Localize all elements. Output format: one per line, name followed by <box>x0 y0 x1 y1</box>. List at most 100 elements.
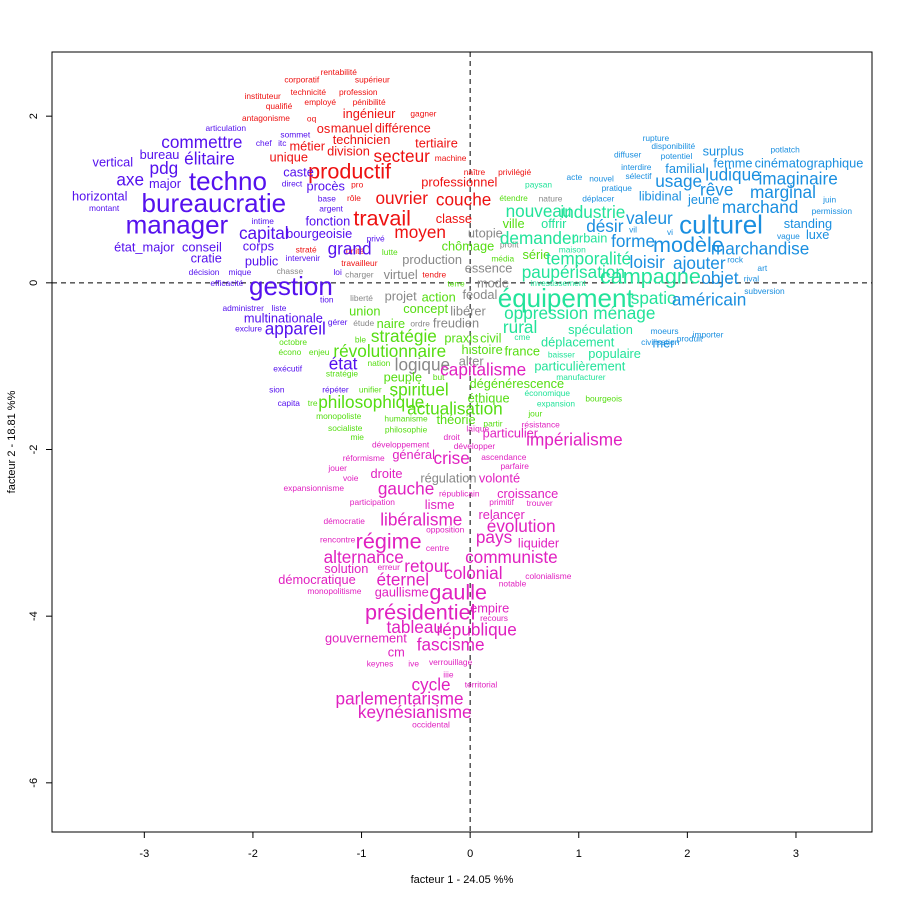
word-point: tre <box>308 398 318 408</box>
word-point: ingénieur <box>343 106 396 121</box>
word-point: droit <box>444 432 461 442</box>
word-point: capital <box>239 223 289 243</box>
word-point: rêve <box>700 180 733 200</box>
word-point: bourgeoisie <box>286 226 352 241</box>
word-point: liste <box>272 303 287 313</box>
x-tick-label: 2 <box>684 848 690 860</box>
word-point: corps <box>243 239 274 254</box>
word-point: octobre <box>279 337 307 347</box>
word-point: développement <box>372 440 430 450</box>
word-point: straté <box>296 245 317 255</box>
word-point: pays <box>476 527 512 547</box>
word-point: modèle <box>653 232 724 257</box>
word-point: axe <box>116 170 144 190</box>
word-point: technicien <box>333 132 391 147</box>
word-point: produit <box>677 334 703 344</box>
word-point: marchandise <box>711 239 809 259</box>
x-tick-label: -3 <box>139 848 149 860</box>
word-point: articulation <box>206 123 247 133</box>
word-point: participation <box>350 497 396 507</box>
word-point: administrer <box>222 303 264 313</box>
word-point: france <box>504 344 540 359</box>
word-point: importer <box>693 330 724 340</box>
word-point: civilisation <box>641 337 680 347</box>
word-point: productif <box>308 159 392 184</box>
word-point: républicain <box>439 489 480 499</box>
word-point: peuple <box>384 370 422 385</box>
word-point: élitaire <box>184 149 235 169</box>
word-point: rentabilité <box>321 67 358 77</box>
word-point: conseil <box>182 240 222 255</box>
word-point: multinationale <box>244 310 323 325</box>
word-point: public <box>245 254 279 269</box>
word-point: campagne <box>600 264 701 289</box>
word-point: os <box>317 121 331 136</box>
word-point: manufacturer <box>556 372 606 382</box>
word-point: argent <box>319 204 343 214</box>
word-point: profession <box>339 87 378 97</box>
word-point: particulier <box>483 425 539 440</box>
word-point: pdg <box>150 158 179 178</box>
word-point: colonialisme <box>525 571 571 581</box>
word-point: capita <box>278 398 301 408</box>
word-point: spirituel <box>389 380 448 400</box>
word-point: humanisme <box>384 414 428 424</box>
word-point: écono <box>278 347 301 357</box>
x-tick-label: 0 <box>467 848 473 860</box>
word-point: général <box>392 447 435 462</box>
word-point: disponibilité <box>651 141 695 151</box>
word-point: instituteur <box>245 91 282 101</box>
word-point: concept <box>403 301 448 316</box>
word-point: exécutif <box>273 364 303 374</box>
word-point: oq <box>307 114 317 124</box>
word-point: économique <box>524 388 570 398</box>
y-tick-label: -6 <box>28 778 40 788</box>
word-point: sion <box>269 385 285 395</box>
word-point: tion <box>320 295 334 305</box>
word-point: manager <box>126 210 229 240</box>
word-point: chasse <box>277 266 304 276</box>
word-point: verrouillage <box>429 657 473 667</box>
word-point: mique <box>228 267 251 277</box>
word-point: république <box>437 620 517 640</box>
word-point: déplacement <box>541 335 615 350</box>
x-tick-label: 1 <box>576 848 582 860</box>
word-point: monopolitisme <box>307 586 361 596</box>
word-point: praxis <box>444 330 478 345</box>
word-point: occidental <box>412 720 450 730</box>
word-point: mode <box>477 275 509 290</box>
word-point: charger <box>345 270 374 280</box>
word-point: libéralisme <box>380 510 462 530</box>
word-point: alter <box>459 354 485 369</box>
word-point: philosophique <box>318 392 424 412</box>
word-point: histoire <box>461 342 502 357</box>
word-point: exclure <box>235 324 262 334</box>
x-axis-title: facteur 1 - 24.05 %% <box>411 874 514 886</box>
word-point: surplus <box>703 144 744 159</box>
word-point: direct <box>282 179 303 189</box>
word-point: couche <box>436 190 491 210</box>
word-point: démocratie <box>323 516 365 526</box>
word-point: fonction <box>305 214 350 229</box>
word-point: femme <box>713 155 752 170</box>
word-point: tendre <box>422 270 446 280</box>
word-point: rival <box>744 274 759 284</box>
word-point: temporalité <box>546 249 631 269</box>
word-point: monopoliste <box>316 411 362 421</box>
word-point: union <box>349 304 380 319</box>
word-point: ajouter <box>673 253 726 273</box>
word-point: vil <box>629 225 637 235</box>
word-point: techno <box>189 166 267 196</box>
word-point: démocratique <box>278 572 356 587</box>
word-point: relancer <box>479 507 526 522</box>
word-point: croissance <box>497 486 558 501</box>
word-point: jeune <box>687 192 719 207</box>
word-point: libérer <box>450 304 486 319</box>
word-point: capitalisme <box>440 360 526 380</box>
word-point: rock <box>727 255 744 265</box>
word-point: maison <box>559 245 586 255</box>
word-point: état <box>329 354 358 374</box>
word-point: pénibilité <box>353 97 386 107</box>
word-point: efficacité <box>210 278 243 288</box>
word-point: cycle <box>411 675 450 695</box>
